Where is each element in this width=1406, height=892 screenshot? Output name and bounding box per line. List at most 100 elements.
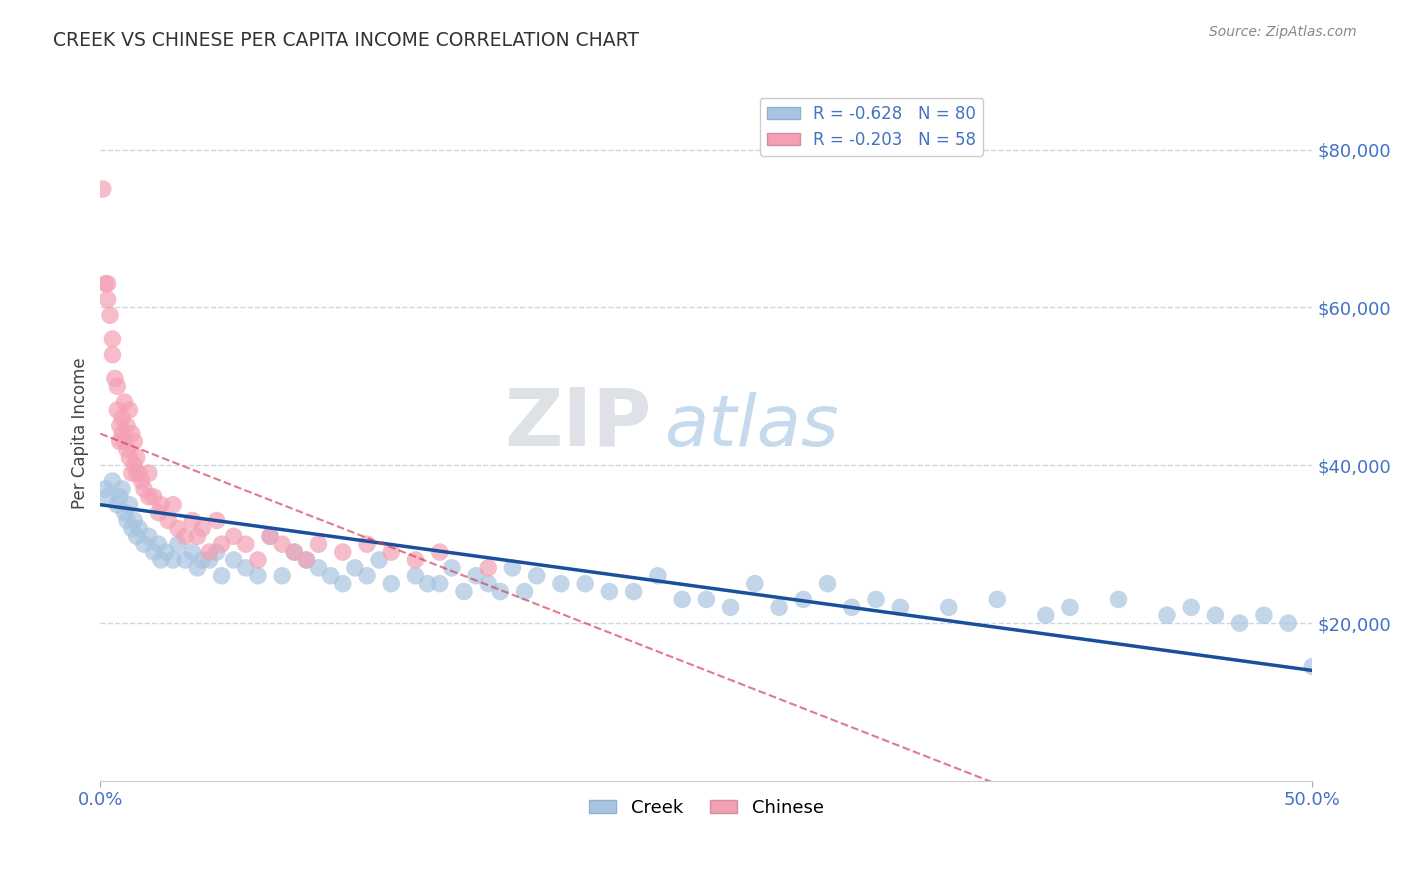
Point (235, 537, 257, 551)
Point (104, 371, 127, 385)
Point (1035, 608, 1057, 623)
Point (142, 490, 165, 504)
Point (121, 426, 143, 441)
Point (115, 442, 138, 457)
Point (598, 584, 620, 599)
Point (111, 482, 134, 496)
Point (1301, 659, 1323, 673)
Point (132, 482, 155, 496)
Point (94, 277, 117, 291)
Point (380, 576, 402, 591)
Point (1180, 600, 1202, 615)
Point (271, 568, 294, 582)
Point (167, 521, 190, 535)
Point (131, 474, 153, 488)
Point (429, 576, 451, 591)
Point (149, 498, 172, 512)
Point (477, 576, 499, 591)
Point (162, 553, 184, 567)
Point (162, 498, 184, 512)
Point (97, 490, 120, 504)
Point (295, 553, 318, 567)
Point (319, 568, 342, 582)
Point (186, 529, 208, 543)
Legend: Creek, Chinese: Creek, Chinese (582, 791, 831, 824)
Point (118, 450, 141, 465)
Point (246, 568, 269, 582)
Point (380, 545, 402, 559)
Point (453, 584, 475, 599)
Point (308, 561, 330, 575)
Point (157, 514, 180, 528)
Point (429, 545, 451, 559)
Point (647, 568, 669, 582)
Point (259, 529, 281, 543)
Point (222, 553, 245, 567)
Text: Source: ZipAtlas.com: Source: ZipAtlas.com (1209, 25, 1357, 39)
Point (101, 474, 124, 488)
Point (149, 553, 172, 567)
Point (205, 514, 228, 528)
Point (623, 584, 645, 599)
Point (148, 537, 170, 551)
Point (115, 418, 138, 433)
Y-axis label: Per Capita Income: Per Capita Income (72, 358, 89, 509)
Point (792, 592, 814, 607)
Point (128, 521, 150, 535)
Point (91, 182, 114, 196)
Point (142, 545, 165, 559)
Point (817, 576, 839, 591)
Point (118, 498, 141, 512)
Point (198, 553, 221, 567)
Point (695, 592, 717, 607)
Point (124, 434, 146, 449)
Point (501, 561, 523, 575)
Point (744, 576, 766, 591)
Point (94, 482, 117, 496)
Point (108, 490, 131, 504)
Point (111, 410, 134, 425)
Point (489, 584, 512, 599)
Point (124, 458, 146, 473)
Point (211, 537, 233, 551)
Point (128, 466, 150, 480)
Point (138, 490, 160, 504)
Text: ZIP: ZIP (505, 384, 652, 462)
Point (465, 568, 488, 582)
Point (167, 537, 190, 551)
Point (271, 537, 294, 551)
Point (124, 514, 146, 528)
Point (308, 537, 330, 551)
Point (1229, 616, 1251, 631)
Point (405, 568, 427, 582)
Point (205, 545, 228, 559)
Point (526, 568, 548, 582)
Point (259, 529, 281, 543)
Point (121, 521, 143, 535)
Point (138, 466, 160, 480)
Point (114, 506, 136, 520)
Point (138, 529, 160, 543)
Point (356, 537, 378, 551)
Point (181, 545, 204, 559)
Point (115, 514, 138, 528)
Point (768, 600, 790, 615)
Point (283, 545, 305, 559)
Text: CREEK VS CHINESE PER CAPITA INCOME CORRELATION CHART: CREEK VS CHINESE PER CAPITA INCOME CORRE… (53, 31, 640, 50)
Point (295, 553, 318, 567)
Point (356, 568, 378, 582)
Point (938, 600, 960, 615)
Point (191, 553, 214, 567)
Point (1277, 616, 1299, 631)
Point (125, 529, 148, 543)
Point (246, 553, 269, 567)
Point (1059, 600, 1081, 615)
Point (986, 592, 1008, 607)
Point (283, 545, 305, 559)
Point (105, 379, 128, 393)
Point (198, 545, 221, 559)
Point (440, 561, 463, 575)
Point (125, 466, 148, 480)
Point (105, 403, 128, 417)
Point (513, 584, 536, 599)
